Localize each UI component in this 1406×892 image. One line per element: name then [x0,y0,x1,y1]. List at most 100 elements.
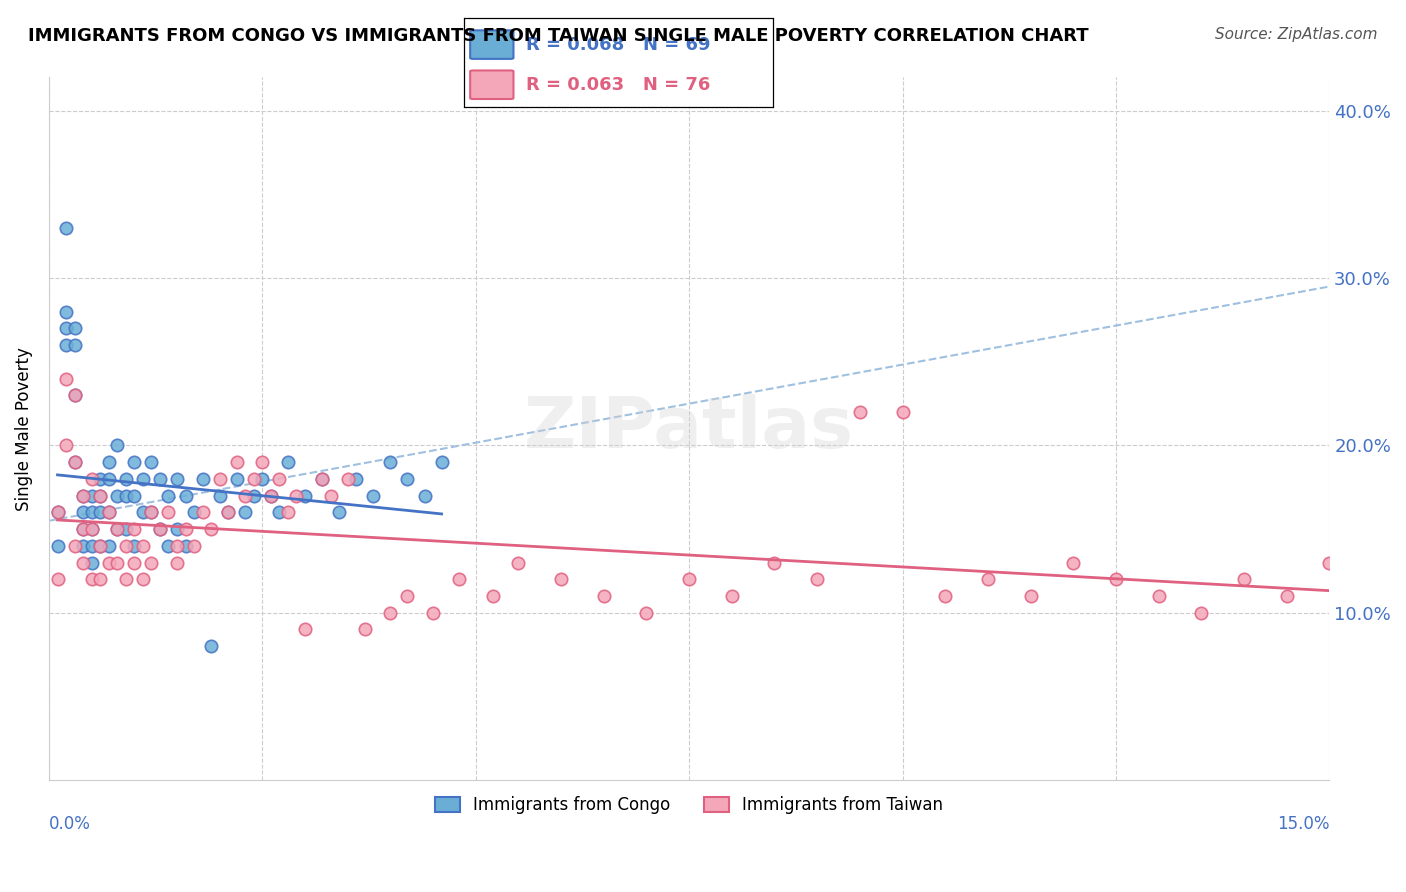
Point [763,556,786,570]
Point [166,556,188,570]
Point [149,522,172,536]
Point [200,639,222,653]
Point [105,522,128,536]
Point [105,556,128,570]
Point [243,489,266,503]
Point [447,572,470,586]
Point [166,472,188,486]
Point [149,522,172,536]
Point [72,522,94,536]
Point [380,455,402,469]
Point [311,472,333,486]
Point [208,489,231,503]
Point [319,489,342,503]
Point [174,539,197,553]
Point [124,556,146,570]
Point [149,472,172,486]
Point [277,455,299,469]
Point [678,572,700,586]
Text: 15.0%: 15.0% [1277,815,1329,833]
Point [344,472,367,486]
Point [141,455,163,469]
Point [89,539,111,553]
Point [80,556,103,570]
Point [396,589,419,603]
Point [124,539,146,553]
Point [200,522,222,536]
Legend: Immigrants from Congo, Immigrants from Taiwan: Immigrants from Congo, Immigrants from T… [429,789,950,821]
Point [277,505,299,519]
Point [396,472,419,486]
Point [934,589,956,603]
Point [482,589,505,603]
Point [157,505,180,519]
Point [269,505,291,519]
Point [891,405,914,419]
Point [46,539,69,553]
Text: IMMIGRANTS FROM CONGO VS IMMIGRANTS FROM TAIWAN SINGLE MALE POVERTY CORRELATION : IMMIGRANTS FROM CONGO VS IMMIGRANTS FROM… [28,27,1088,45]
Point [252,472,274,486]
Point [260,489,283,503]
Point [132,472,155,486]
Point [124,455,146,469]
Y-axis label: Single Male Poverty: Single Male Poverty [15,347,32,511]
Point [132,572,155,586]
Point [328,505,350,519]
Point [55,221,77,235]
Point [72,556,94,570]
Point [89,572,111,586]
Point [225,455,247,469]
Point [55,338,77,352]
Text: Source: ZipAtlas.com: Source: ZipAtlas.com [1215,27,1378,42]
Point [233,505,256,519]
Point [252,455,274,469]
Text: R = 0.063   N = 76: R = 0.063 N = 76 [526,76,710,94]
Point [849,405,872,419]
Point [97,505,120,519]
Point [89,489,111,503]
Point [336,472,359,486]
Point [89,489,111,503]
Point [72,489,94,503]
Point [55,371,77,385]
Point [380,606,402,620]
Point [114,539,136,553]
Point [72,522,94,536]
Point [353,623,375,637]
FancyBboxPatch shape [470,70,513,99]
Point [132,505,155,519]
Point [89,539,111,553]
Point [174,522,197,536]
Point [97,539,120,553]
Point [114,522,136,536]
Point [141,505,163,519]
Point [260,489,283,503]
Point [225,472,247,486]
Text: 0.0%: 0.0% [49,815,91,833]
Point [141,556,163,570]
Point [97,455,120,469]
Point [157,489,180,503]
Point [413,489,436,503]
Point [105,522,128,536]
Point [592,589,614,603]
Point [80,539,103,553]
Point [97,472,120,486]
Point [1233,572,1256,586]
Point [63,539,86,553]
Point [269,472,291,486]
Point [430,455,453,469]
Point [80,522,103,536]
Point [80,572,103,586]
Point [89,472,111,486]
Point [105,438,128,452]
Point [63,455,86,469]
FancyBboxPatch shape [470,30,513,59]
Point [183,505,205,519]
Point [363,489,385,503]
Point [97,556,120,570]
Point [89,505,111,519]
Point [46,505,69,519]
Point [114,572,136,586]
Point [311,472,333,486]
